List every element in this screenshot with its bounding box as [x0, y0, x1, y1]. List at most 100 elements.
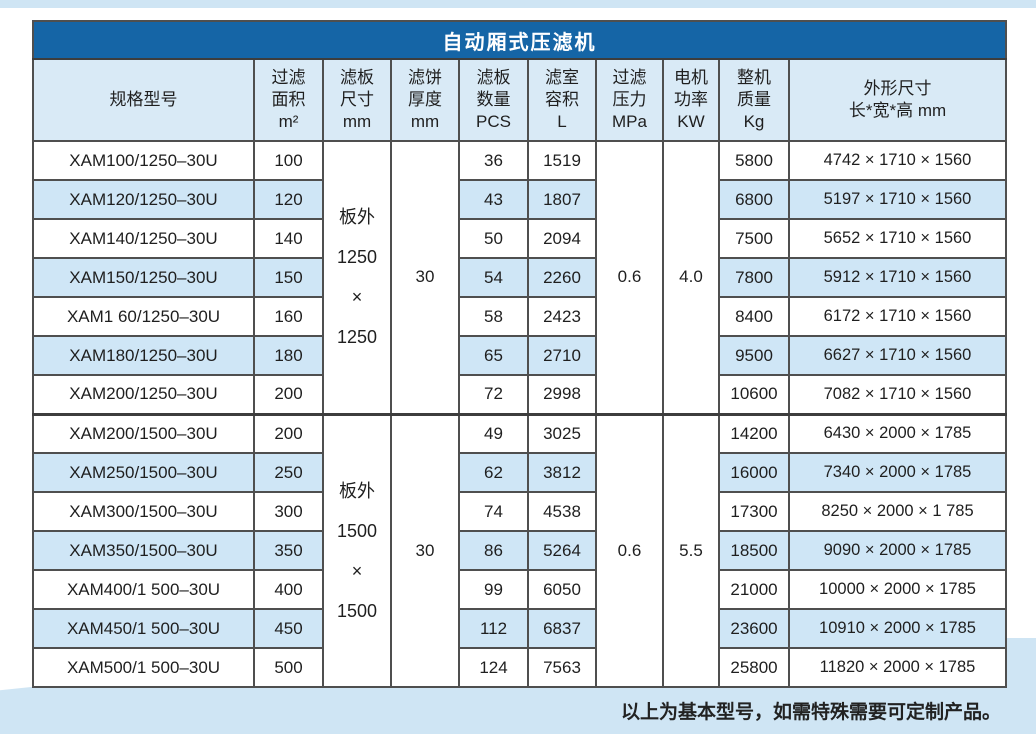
column-header-dimensions: 外形尺寸长*宽*高 mm	[788, 58, 1007, 142]
chamber-volume-cell: 5264	[527, 530, 597, 571]
filter-area-cell: 200	[253, 412, 324, 454]
plate-size-cell-line: 1250	[336, 327, 378, 348]
plate-size-cell-line: ×	[351, 560, 363, 581]
dimensions-cell: 10000 × 2000 × 1785	[788, 569, 1007, 610]
chamber-volume-cell: 1519	[527, 140, 597, 181]
chamber-volume-cell: 3025	[527, 412, 597, 454]
model-cell: XAM450/1 500–30U	[32, 608, 255, 649]
cake-thickness-cell: 30	[390, 140, 460, 415]
dimensions-cell: 5912 × 1710 × 1560	[788, 257, 1007, 298]
machine-weight-cell: 21000	[718, 569, 790, 610]
filter-area-cell: 450	[253, 608, 324, 649]
dimensions-cell: 7082 × 1710 × 1560	[788, 374, 1007, 415]
column-header-line: KW	[677, 112, 705, 131]
chamber-volume-cell: 2998	[527, 374, 597, 415]
column-header-line: 过滤	[271, 68, 306, 87]
column-header-line: 数量	[476, 90, 511, 109]
plate-count-cell: 65	[458, 335, 529, 376]
column-header-cake-thickness: 滤饼 厚度 mm	[390, 58, 460, 142]
machine-weight-cell: 7800	[718, 257, 790, 298]
table-header-row: 规格型号 过滤 面积 m² 滤板 尺寸 mm 滤饼 厚度 mm 滤板 数量 PCS 滤室 容积 L 过滤 压力 MP…	[32, 58, 1007, 142]
chamber-volume-cell: 1807	[527, 179, 597, 220]
chamber-volume-cell: 2710	[527, 335, 597, 376]
chamber-volume-cell: 6837	[527, 608, 597, 649]
column-header-line: 长*宽*高 mm	[848, 101, 947, 120]
model-cell: XAM350/1500–30U	[32, 530, 255, 571]
model-cell: XAM1 60/1250–30U	[32, 296, 255, 337]
chamber-volume-cell: 3812	[527, 452, 597, 493]
model-cell: XAM180/1250–30U	[32, 335, 255, 376]
cake-thickness-cell: 30	[390, 412, 460, 688]
model-cell: XAM120/1250–30U	[32, 179, 255, 220]
plate-size-cell-line: 板外	[339, 207, 375, 228]
dimensions-cell: 6627 × 1710 × 1560	[788, 335, 1007, 376]
dimensions-cell: 5197 × 1710 × 1560	[788, 179, 1007, 220]
chamber-volume-cell: 2094	[527, 218, 597, 259]
table-row: XAM450/1 500–30U 450 112 6837 23600 10910 × 2…	[32, 608, 1007, 649]
table-title: 自动厢式压滤机	[32, 20, 1007, 60]
column-header-plate-size: 滤板 尺寸 mm	[322, 58, 392, 142]
plate-count-cell: 86	[458, 530, 529, 571]
dimensions-cell: 4742 × 1710 × 1560	[788, 140, 1007, 181]
filter-area-cell: 250	[253, 452, 324, 493]
column-header-line: m²	[278, 112, 299, 131]
column-header-model: 规格型号	[32, 58, 255, 142]
column-header-line: mm	[342, 112, 372, 131]
model-cell: XAM400/1 500–30U	[32, 569, 255, 610]
plate-count-cell: 50	[458, 218, 529, 259]
plate-count-cell: 58	[458, 296, 529, 337]
plate-count-cell: 62	[458, 452, 529, 493]
machine-weight-cell: 8400	[718, 296, 790, 337]
column-header-line: 厚度	[408, 90, 442, 109]
dimensions-cell: 7340 × 2000 × 1785	[788, 452, 1007, 493]
dimensions-cell: 10910 × 2000 × 1785	[788, 608, 1007, 649]
column-header-line: 滤板	[476, 68, 511, 87]
chamber-volume-cell: 4538	[527, 491, 597, 532]
column-header-line: 压力	[612, 90, 647, 109]
plate-count-cell: 54	[458, 257, 529, 298]
column-header-line: 规格型号	[109, 90, 178, 109]
dimensions-cell: 8250 × 2000 × 1 785	[788, 491, 1007, 532]
filter-pressure-cell: 0.6	[595, 140, 664, 415]
plate-count-cell: 74	[458, 491, 529, 532]
model-cell: XAM140/1250–30U	[32, 218, 255, 259]
spec-table: 自动厢式压滤机 规格型号 过滤 面积 m² 滤板 尺寸 mm 滤饼 厚度 mm 滤板 数量 PCS 滤室容…	[32, 20, 1007, 688]
filter-area-cell: 160	[253, 296, 324, 337]
column-header-line: 面积	[271, 90, 306, 109]
footnote: 以上为基本型号，如需特殊需要可定制产品。	[620, 702, 1001, 723]
plate-count-cell: 99	[458, 569, 529, 610]
dimensions-cell: 5652 × 1710 × 1560	[788, 218, 1007, 259]
column-header-line: 滤室	[545, 68, 579, 87]
column-header-line: MPa	[612, 112, 647, 131]
plate-count-cell: 43	[458, 179, 529, 220]
column-header-line: 过滤	[612, 68, 647, 87]
column-header-line: 外形尺寸	[863, 79, 932, 98]
machine-weight-cell: 14200	[718, 412, 790, 454]
plate-count-cell: 72	[458, 374, 529, 415]
model-cell: XAM150/1250–30U	[32, 257, 255, 298]
machine-weight-cell: 6800	[718, 179, 790, 220]
plate-size-cell-line: ×	[351, 287, 363, 308]
filter-area-cell: 150	[253, 257, 324, 298]
plate-count-cell: 124	[458, 647, 529, 688]
table-row: XAM180/1250–30U 180 65 2710 9500 6627 × 1710 …	[32, 335, 1007, 376]
column-header-line: 尺寸	[340, 90, 374, 109]
column-header-plate-count: 滤板 数量 PCS	[458, 58, 529, 142]
column-header-line: 质量	[737, 90, 771, 109]
table-row: XAM300/1500–30U 300 74 4538 17300 8250 × 2000…	[32, 491, 1007, 532]
table-row: XAM200/1250–30U 200 72 2998 10600 7082 × 1710…	[32, 374, 1007, 415]
table-row: XAM150/1250–30U 150 54 2260 7800 5912 × 1710 …	[32, 257, 1007, 298]
table-row: XAM500/1 500–30U 500 124 7563 25800 11820 × 2…	[32, 647, 1007, 688]
machine-weight-cell: 10600	[718, 374, 790, 415]
top-accent-strip	[0, 0, 1036, 8]
column-header-line: 功率	[674, 90, 708, 109]
filter-area-cell: 100	[253, 140, 324, 181]
column-header-line: 滤饼	[408, 68, 442, 87]
chamber-volume-cell: 6050	[527, 569, 597, 610]
table-row: XAM250/1500–30U 250 62 3812 16000 7340 × 2000…	[32, 452, 1007, 493]
plate-size-cell-line: 板外	[339, 480, 375, 501]
filter-pressure-cell: 0.6	[595, 412, 664, 688]
dimensions-cell: 11820 × 2000 × 1785	[788, 647, 1007, 688]
table-row: XAM1 60/1250–30U 160 58 2423 8400 6172 × 1710…	[32, 296, 1007, 337]
